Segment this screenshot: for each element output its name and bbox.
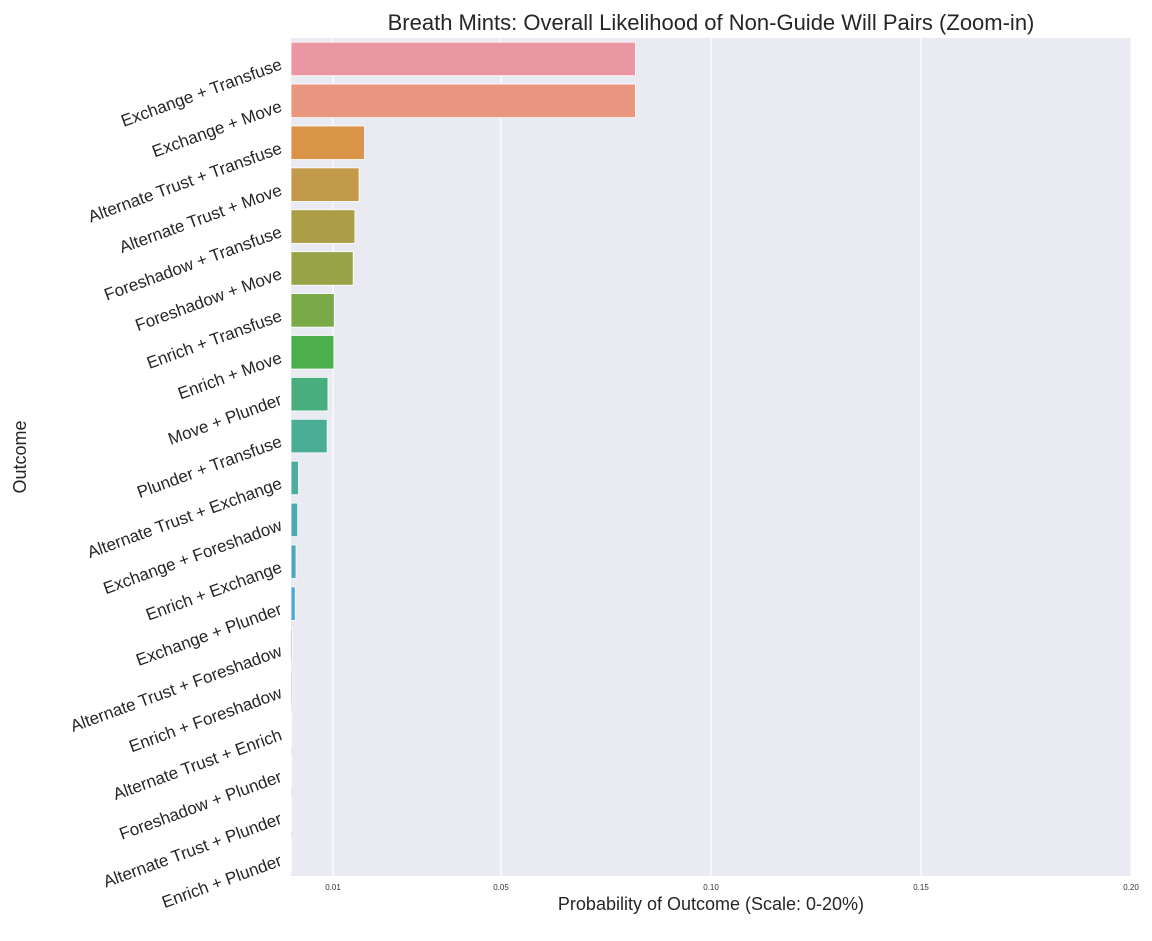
chart-title: Breath Mints: Overall Likelihood of Non-… xyxy=(388,10,1035,35)
bar xyxy=(290,460,299,496)
x-axis-label: Probability of Outcome (Scale: 0-20%) xyxy=(558,894,864,914)
bar xyxy=(290,712,293,747)
bar xyxy=(290,251,354,286)
bar xyxy=(290,586,296,621)
bar xyxy=(290,41,636,77)
bar xyxy=(290,293,335,328)
bar xyxy=(290,376,329,412)
bar xyxy=(290,83,636,119)
bar xyxy=(290,795,293,831)
bar xyxy=(290,670,293,705)
bar xyxy=(290,209,356,244)
bar xyxy=(290,502,299,538)
bar xyxy=(290,754,293,789)
bar xyxy=(290,837,293,873)
x-tick-label: 0.10 xyxy=(703,883,719,892)
y-axis-label: Outcome xyxy=(10,420,30,493)
x-ticks: 0.01 0.05 0.10 0.15 0.20 xyxy=(325,883,1139,892)
x-tick-label: 0.01 xyxy=(325,883,341,892)
bar xyxy=(290,418,328,454)
bar xyxy=(290,544,297,579)
bar xyxy=(290,628,293,663)
x-tick-label: 0.20 xyxy=(1123,883,1139,892)
bar xyxy=(290,167,360,202)
bar xyxy=(290,125,365,160)
x-tick-label: 0.15 xyxy=(913,883,929,892)
bars xyxy=(290,41,636,873)
x-tick-label: 0.05 xyxy=(493,883,509,892)
bar xyxy=(290,335,335,370)
